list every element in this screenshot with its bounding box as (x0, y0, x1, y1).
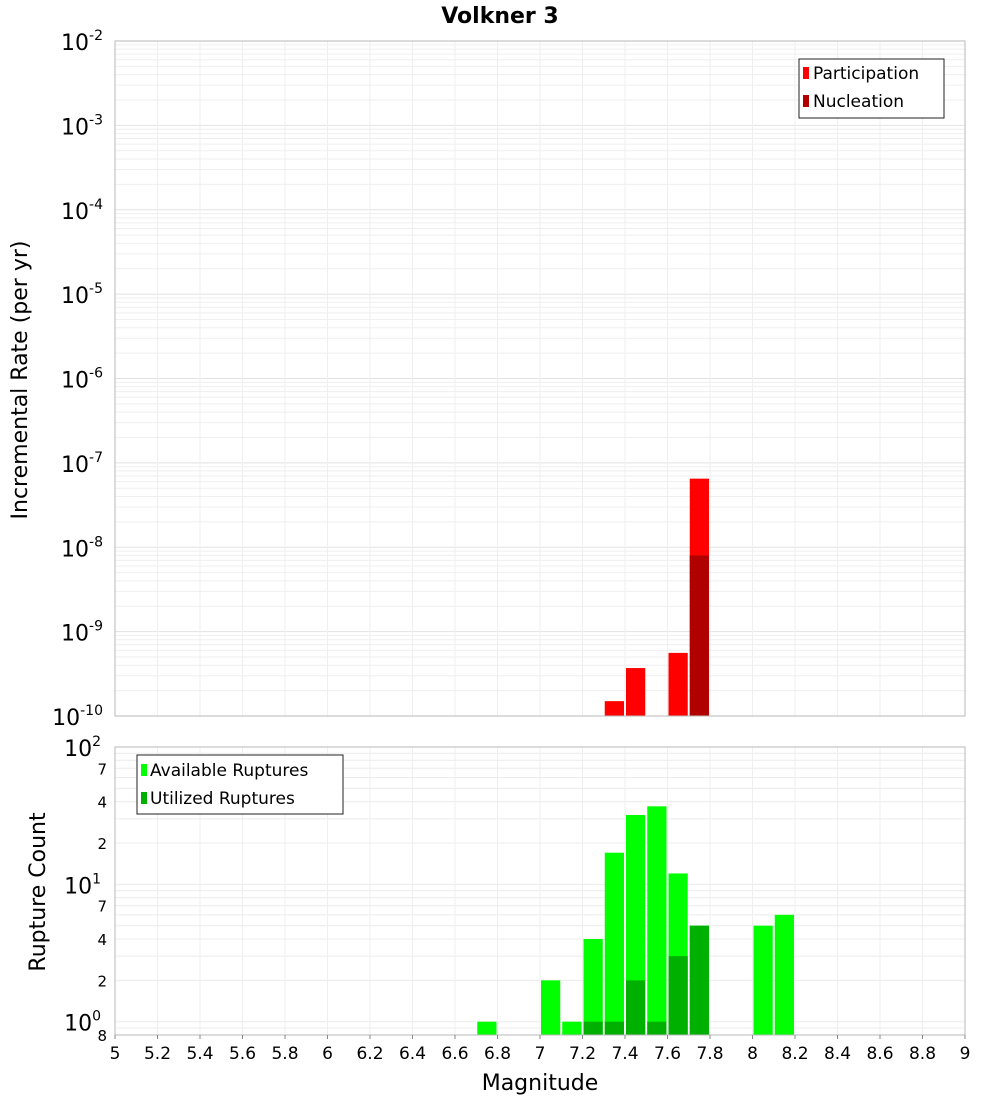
x-tick-label: 7.6 (654, 1044, 681, 1064)
x-tick-label: 9 (960, 1044, 971, 1064)
x-tick-label: 5.6 (229, 1044, 256, 1064)
rate-legend: Participation Nucleation (798, 58, 945, 119)
x-tick-label: 8.8 (909, 1044, 936, 1064)
rate-y-tick-label: 10-3 (61, 112, 103, 140)
rate-y-tick-label: 10-8 (61, 534, 103, 562)
count-y-axis-label: Rupture Count (26, 812, 51, 972)
x-tick-label: 5.2 (144, 1044, 171, 1064)
x-tick-label: 8.6 (866, 1044, 893, 1064)
participation-legend-label: Participation (813, 64, 919, 84)
x-tick-label: 5 (110, 1044, 121, 1064)
available-ruptures-bar (583, 939, 603, 1035)
x-tick-label: 6.2 (356, 1044, 383, 1064)
rate-y-tick-label: 10-10 (52, 703, 103, 731)
count-panel: 102 101 100 7 4 2 7 4 2 8 5 5.2 5.4 5.6 5.8 6 6.2 6.4 6.6… (26, 734, 970, 1096)
x-tick-label: 8.4 (824, 1044, 851, 1064)
utilized-ruptures-bar (668, 956, 688, 1035)
count-y-minor-tick-label: 4 (97, 794, 107, 812)
count-y-minor-tick-label: 8 (97, 1027, 107, 1045)
available-ruptures-bar (562, 1021, 582, 1035)
utilized-legend-label: Utilized Ruptures (150, 789, 295, 809)
x-tick-label: 6 (322, 1044, 333, 1064)
available-ruptures-bar (477, 1021, 497, 1035)
rate-y-tick-label: 10-6 (61, 366, 103, 394)
x-tick-label: 5.8 (271, 1044, 298, 1064)
participation-legend-swatch (803, 67, 809, 79)
x-tick-label: 7.4 (611, 1044, 638, 1064)
available-ruptures-bar (541, 980, 561, 1035)
count-bars (477, 806, 794, 1035)
participation-bar (626, 668, 646, 716)
count-y-major-tick-label: 100 (64, 1009, 101, 1037)
rate-y-tick-label: 10-2 (61, 28, 103, 56)
rate-y-tick-label: 10-4 (61, 197, 103, 225)
utilized-ruptures-bar (647, 1021, 667, 1035)
available-ruptures-bar (774, 914, 794, 1035)
rate-plot-frame (114, 40, 966, 717)
count-legend: Available Ruptures Utilized Ruptures (136, 754, 344, 815)
nucleation-legend-swatch (803, 95, 809, 107)
x-tick-label: 7 (535, 1044, 546, 1064)
chart-title: Volkner 3 (441, 4, 559, 29)
nucleation-legend-label: Nucleation (813, 92, 904, 112)
rate-panel: 10-2 10-3 10-4 10-5 10-6 10-7 10-8 10-9 10-10 In… (8, 28, 966, 731)
utilized-ruptures-bar (626, 980, 646, 1035)
x-tick-label: 7.8 (696, 1044, 723, 1064)
count-y-ticks: 102 101 100 7 4 2 7 4 2 8 (64, 734, 107, 1045)
participation-bar (604, 701, 624, 716)
rate-gridlines (115, 41, 966, 717)
count-y-major-tick-label: 101 (64, 871, 101, 899)
x-tick-label: 7.2 (569, 1044, 596, 1064)
rate-y-tick-label: 10-9 (61, 619, 103, 647)
count-y-minor-tick-label: 2 (97, 972, 107, 990)
count-y-minor-tick-label: 7 (97, 898, 107, 916)
count-y-major-tick-label: 102 (64, 734, 101, 762)
available-ruptures-bar (604, 852, 624, 1035)
rate-y-tick-label: 10-5 (61, 281, 103, 309)
rate-y-axis-label: Incremental Rate (per yr) (8, 241, 33, 520)
x-tick-label: 6.6 (441, 1044, 468, 1064)
rate-bars (604, 478, 709, 716)
x-tick-label: 6.4 (399, 1044, 426, 1064)
x-tick-label: 8.2 (781, 1044, 808, 1064)
x-tick-label: 6.8 (484, 1044, 511, 1064)
utilized-ruptures-bar (689, 925, 709, 1035)
rate-legend-box (798, 58, 945, 119)
utilized-ruptures-bar (604, 1021, 624, 1035)
available-legend-swatch (141, 764, 147, 776)
available-legend-label: Available Ruptures (150, 761, 308, 781)
count-legend-box (136, 754, 344, 815)
x-tick-label: 8 (747, 1044, 758, 1064)
available-ruptures-bar (647, 806, 667, 1035)
utilized-legend-swatch (141, 792, 147, 804)
magnitude-x-ticks: 5 5.2 5.4 5.6 5.8 6 6.2 6.4 6.6 6.8 7 7.2 7.4 7.6 7.8 8… (110, 1035, 971, 1064)
participation-bar (668, 652, 688, 716)
x-axis-label: Magnitude (482, 1071, 599, 1096)
available-ruptures-bar (753, 925, 773, 1035)
utilized-ruptures-bar (583, 1021, 603, 1035)
rate-y-tick-label: 10-7 (61, 450, 103, 478)
x-tick-label: 5.4 (186, 1044, 213, 1064)
count-y-minor-tick-label: 7 (97, 760, 107, 778)
rate-y-ticks: 10-2 10-3 10-4 10-5 10-6 10-7 10-8 10-9 10-10 (52, 28, 103, 731)
count-y-minor-tick-label: 2 (97, 835, 107, 853)
available-ruptures-bar (626, 814, 646, 1035)
count-y-minor-tick-label: 4 (97, 931, 107, 949)
nucleation-bar (689, 555, 709, 716)
